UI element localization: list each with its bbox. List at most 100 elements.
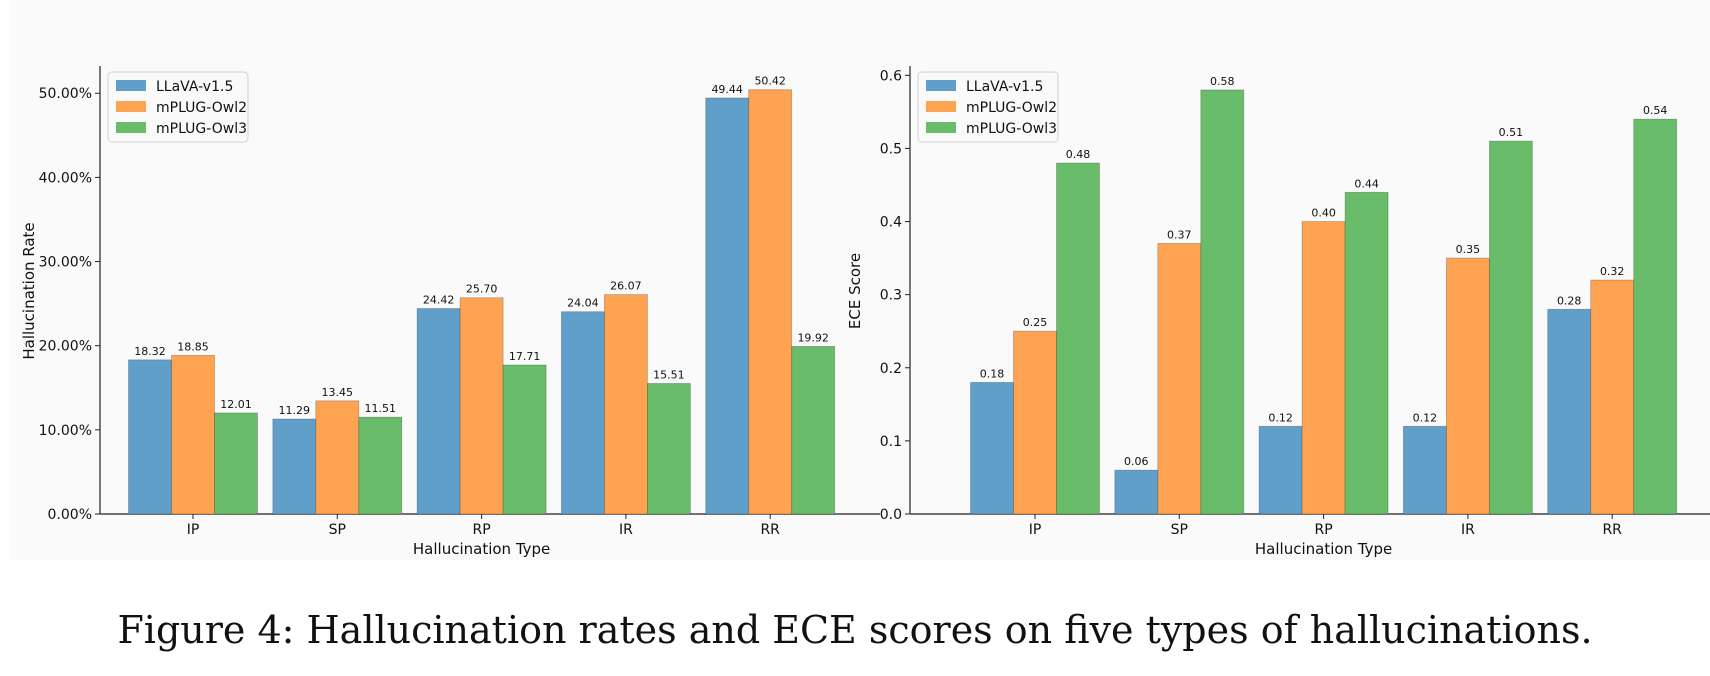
bar-mplug-owl3-rr [791,345,836,515]
data-label: 0.32 [1600,265,1625,278]
data-label: 13.45 [322,386,354,399]
bar-mplug-owl2-sp [1157,243,1202,515]
legend-label: mPLUG-Owl2 [156,100,247,116]
x-tick-label: RR [1602,522,1622,538]
data-label: 15.51 [653,368,685,381]
data-label: 24.04 [567,297,599,310]
y-tick-label: 0.5 [880,141,902,157]
bar-llava-v1-5-rp [1258,425,1303,515]
y-tick-label: 20.00% [39,339,92,355]
data-label: 0.12 [1413,411,1438,424]
x-tick-label: RP [473,522,491,538]
x-tick-label: IR [619,522,633,538]
data-label: 0.18 [980,367,1005,380]
bar-mplug-owl3-rp [1344,191,1389,515]
y-tick-label: 0.1 [880,434,902,450]
y-tick-label: 10.00% [39,423,92,439]
ece-score-chart: 0.0 0.1 0.2 0.3 0.4 0.5 0.6 0.18 0.25 0.48 IP 0.06 0… [846,66,1710,558]
x-tick-label: RP [1315,522,1333,538]
data-label: 0.58 [1210,75,1235,88]
x-tick-label: SP [1171,522,1188,538]
legend-swatch [926,101,956,112]
bar-mplug-owl3-ir [1489,140,1533,515]
data-label: 18.85 [177,340,209,353]
bar-mplug-owl3-rp [502,364,547,515]
bar-mplug-owl3-ir [647,383,691,515]
y-tick-label: 0.3 [880,288,902,304]
bar-llava-v1-5-ir [561,311,605,515]
data-label: 25.70 [466,283,498,296]
y-tick-label: 0.00% [48,507,92,523]
data-label: 24.42 [423,294,455,307]
y-axis-title: ECE Score [846,253,864,329]
legend-swatch [116,101,146,112]
data-label: 0.48 [1066,148,1091,161]
data-label: 0.06 [1124,455,1149,468]
bar-mplug-owl3-ip [1056,162,1100,515]
legend-swatch [926,122,956,133]
x-tick-label: RR [760,522,780,538]
x-tick-label: IR [1461,522,1475,538]
bar-mplug-owl2-sp [315,400,360,515]
bar-mplug-owl3-sp [358,416,403,515]
data-label: 0.12 [1268,411,1293,424]
bar-mplug-owl3-sp [1200,89,1245,515]
bar-mplug-owl2-ip [1013,330,1057,515]
data-label: 0.51 [1499,126,1524,139]
figure-caption: Figure 4: Hallucination rates and ECE sc… [117,608,1593,652]
bar-mplug-owl3-ip [214,412,258,515]
legend-swatch [926,80,956,91]
legend-label: mPLUG-Owl2 [966,100,1057,116]
bar-llava-v1-5-sp [272,418,317,515]
y-tick-label: 50.00% [39,86,92,102]
legend-label: LLaVA-v1.5 [966,79,1043,95]
x-tick-label: IP [187,522,200,538]
bar-mplug-owl2-rr [1590,279,1635,515]
data-label: 17.71 [509,350,541,363]
y-tick-label: 0.6 [880,68,902,84]
bar-llava-v1-5-ip [128,359,172,515]
data-label: 0.37 [1167,228,1192,241]
legend-swatch [116,80,146,91]
data-label: 0.28 [1557,294,1582,307]
bar-mplug-owl3-rr [1633,118,1678,515]
y-tick-label: 30.00% [39,255,92,271]
bar-mplug-owl2-rp [1301,221,1346,515]
y-tick-label: 0.4 [880,215,902,231]
data-label: 0.40 [1311,207,1336,220]
bar-mplug-owl2-ip [171,354,215,515]
data-label: 11.29 [279,404,311,417]
data-label: 0.44 [1354,177,1379,190]
data-label: 49.44 [711,83,743,96]
bar-mplug-owl2-rr [748,89,793,515]
bar-llava-v1-5-rr [705,97,750,515]
y-tick-label: 0.0 [880,507,902,523]
bar-llava-v1-5-sp [1114,469,1159,515]
x-tick-label: IP [1029,522,1042,538]
bar-llava-v1-5-ip [970,381,1014,515]
x-axis-title: Hallucination Type [1255,540,1392,558]
data-label: 18.32 [134,345,166,358]
data-label: 50.42 [754,75,786,88]
y-tick-label: 0.2 [880,361,902,377]
data-label: 0.54 [1643,104,1668,117]
bar-llava-v1-5-rp [416,308,461,515]
data-label: 26.07 [610,280,642,293]
data-label: 19.92 [797,331,829,344]
data-label: 0.35 [1456,243,1481,256]
y-axis-title: Hallucination Rate [20,222,38,359]
legend-label: mPLUG-Owl3 [156,121,247,137]
hallucination-rate-chart: 0.00% 10.00% 20.00% 30.00% 40.00% 50.00% 18.32… [20,66,880,558]
bar-mplug-owl2-rp [459,297,504,515]
x-tick-label: SP [329,522,346,538]
bar-llava-v1-5-ir [1403,425,1447,515]
data-label: 12.01 [220,398,252,411]
legend-label: LLaVA-v1.5 [156,79,233,95]
bar-llava-v1-5-rr [1547,308,1592,515]
bar-mplug-owl2-ir [604,294,648,515]
data-label: 0.25 [1023,316,1048,329]
legend-swatch [116,122,146,133]
x-axis-title: Hallucination Type [413,540,550,558]
bar-mplug-owl2-ir [1446,257,1490,515]
data-label: 11.51 [365,402,397,415]
